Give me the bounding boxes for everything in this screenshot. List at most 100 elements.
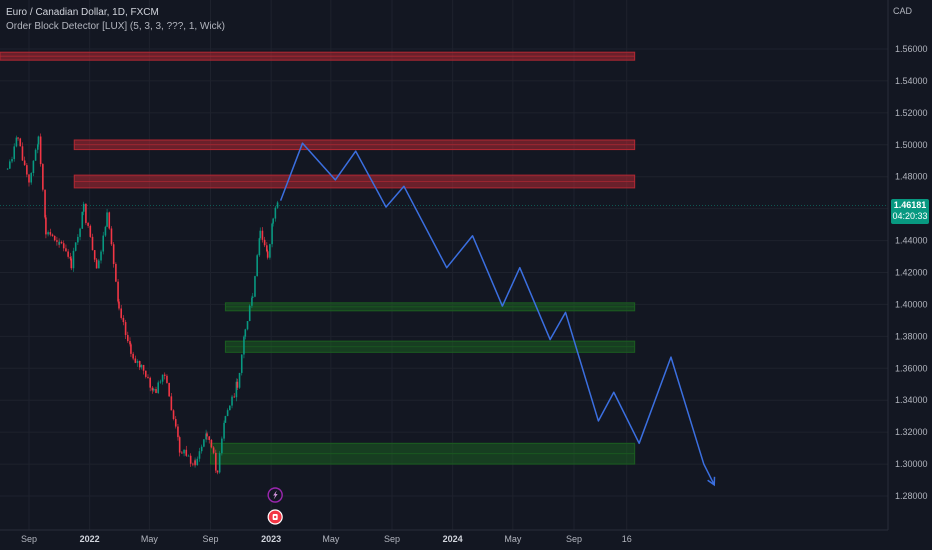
candle-body xyxy=(136,361,139,363)
candle-body xyxy=(104,226,107,236)
x-tick-label: 16 xyxy=(622,534,632,544)
candle-body xyxy=(246,321,249,330)
candle-body xyxy=(153,389,155,391)
candle-body xyxy=(89,225,92,237)
candle-body xyxy=(259,230,262,239)
y-tick-label: 1.42000 xyxy=(895,268,928,278)
y-tick-label: 1.28000 xyxy=(895,491,928,501)
candle-body xyxy=(28,174,30,183)
candle-body xyxy=(215,452,217,471)
candle-body xyxy=(51,234,54,236)
candle-body xyxy=(26,165,28,175)
candle-body xyxy=(44,189,46,218)
candle-body xyxy=(170,396,173,411)
y-tick-label: 1.44000 xyxy=(895,236,928,246)
candle-body xyxy=(210,439,213,448)
candle-body xyxy=(271,223,273,245)
candle-body xyxy=(177,426,179,438)
candle-body xyxy=(118,301,120,309)
candle-body xyxy=(129,341,131,345)
symbol-title[interactable]: Euro / Canadian Dollar, 1D, FXCM xyxy=(6,7,159,18)
projection-arrowhead xyxy=(707,476,716,487)
flag-icon[interactable] xyxy=(267,509,283,525)
candle-body xyxy=(74,242,77,251)
candle-body xyxy=(151,387,154,391)
candle-body xyxy=(200,446,203,452)
x-tick-label: Sep xyxy=(202,534,218,544)
y-tick-label: 1.32000 xyxy=(895,427,928,437)
candle-body xyxy=(212,447,215,453)
candle-body xyxy=(147,376,149,378)
candle-body xyxy=(266,245,268,252)
candle-body xyxy=(266,251,269,258)
event-markers[interactable] xyxy=(267,487,283,525)
candle-body xyxy=(235,381,238,398)
candle-body xyxy=(226,410,229,417)
y-tick-label: 1.34000 xyxy=(895,395,928,405)
x-tick-label: Sep xyxy=(566,534,582,544)
flag-icon-dot xyxy=(273,515,277,519)
candle-body xyxy=(87,222,89,226)
x-tick-label: Sep xyxy=(384,534,400,544)
y-axis: 1.28000 1.30000 1.32000 1.34000 1.36000 1.380… xyxy=(887,0,932,550)
candle-body xyxy=(93,250,96,260)
last-price-badge: 1.46181 04:20:33 xyxy=(891,199,929,224)
candle-body xyxy=(181,452,183,454)
candle-body xyxy=(37,136,40,145)
candle-body xyxy=(224,416,227,423)
candle-body xyxy=(95,259,98,269)
y-tick-label: 1.48000 xyxy=(895,172,928,182)
candle-body xyxy=(62,243,65,249)
candle-body xyxy=(229,405,231,411)
candle-body xyxy=(276,202,279,208)
x-tick-label: May xyxy=(504,534,522,544)
candle-body xyxy=(42,164,44,190)
candle-body xyxy=(221,438,223,454)
candle-body xyxy=(142,364,145,371)
candle-body xyxy=(178,437,181,453)
candle-body xyxy=(218,453,221,473)
candle-body xyxy=(166,375,168,383)
candle-body xyxy=(47,232,49,235)
y-tick-label: 1.40000 xyxy=(895,299,928,309)
candle-body xyxy=(122,317,125,323)
candle-body xyxy=(53,235,56,241)
x-tick-label: Sep xyxy=(21,534,37,544)
candle-body xyxy=(15,137,18,147)
y-tick-label: 1.38000 xyxy=(895,331,928,341)
candle-body xyxy=(248,305,251,322)
candle-body xyxy=(140,364,143,368)
candle-body xyxy=(45,217,47,235)
candle-body xyxy=(243,336,245,355)
candle-body xyxy=(206,433,208,437)
candle-body xyxy=(272,218,274,224)
candle-body xyxy=(203,439,205,447)
candle-body xyxy=(77,236,79,243)
y-tick-label: 1.56000 xyxy=(895,44,928,54)
candle-body xyxy=(72,250,75,269)
candle-body xyxy=(58,241,61,245)
candle-body xyxy=(32,160,35,174)
bar-countdown: 04:20:33 xyxy=(892,211,928,221)
candle-body xyxy=(120,308,123,318)
y-tick-label: 1.30000 xyxy=(895,459,928,469)
candle-body xyxy=(65,248,67,252)
candle-body xyxy=(254,276,256,297)
candle-body xyxy=(110,228,113,245)
y-tick-label: 1.50000 xyxy=(895,140,928,150)
candle-body xyxy=(251,296,254,298)
candle-body xyxy=(70,258,73,269)
candle-body xyxy=(34,149,37,161)
candle-body xyxy=(216,470,219,473)
lightning-icon[interactable] xyxy=(267,487,283,503)
candle-body xyxy=(130,344,132,354)
candle-body xyxy=(112,244,115,264)
candle-body xyxy=(100,251,102,261)
candle-body xyxy=(60,241,63,244)
y-tick-label: 1.36000 xyxy=(895,363,928,373)
candle-body xyxy=(183,449,185,454)
indicator-title[interactable]: Order Block Detector [LUX] (5, 3, 3, ???… xyxy=(6,21,225,32)
candle-body xyxy=(37,144,39,150)
candle-body xyxy=(233,396,236,398)
